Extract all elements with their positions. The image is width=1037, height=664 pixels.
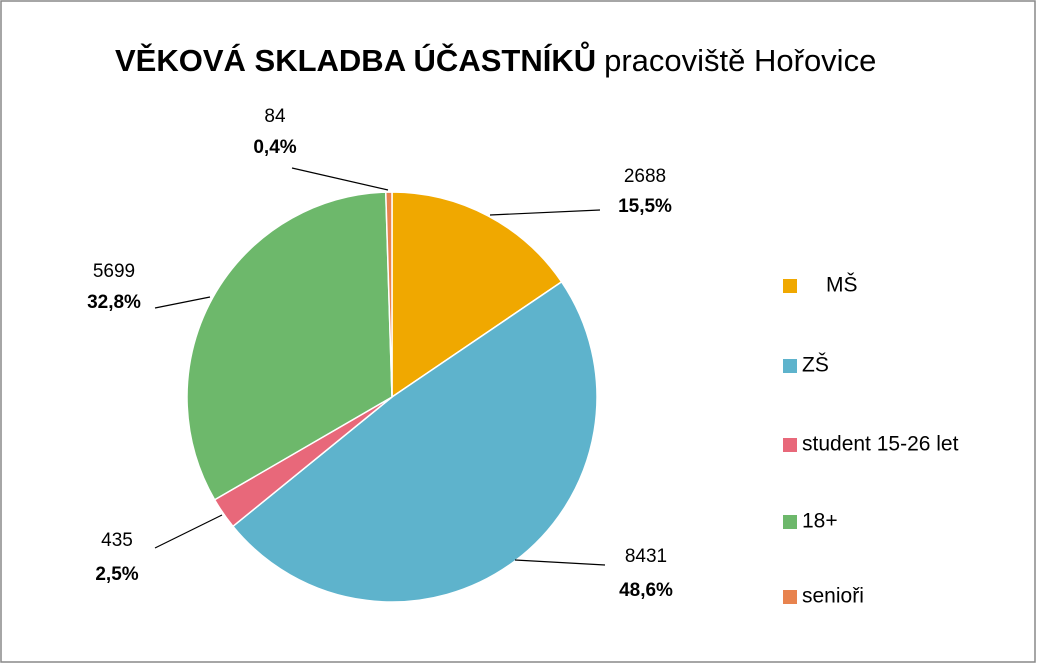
- percent-label: 48,6%: [619, 580, 673, 601]
- pie-slice: [384, 191, 393, 398]
- pie-slice: [391, 191, 563, 399]
- chart-title: VĚKOVÁ SKLADBA ÚČASTNÍKŮ pracoviště Hořov…: [115, 40, 876, 78]
- legend-label: MŠ: [826, 274, 858, 297]
- leader-line: [514, 559, 606, 566]
- data-label: 2688: [624, 166, 666, 187]
- leader-line: [489, 209, 601, 216]
- percent-label: 0,4%: [253, 137, 296, 158]
- leader-line: [291, 167, 389, 191]
- pie-slice: [231, 280, 598, 603]
- data-label: 5699: [93, 261, 135, 282]
- legend-swatch: [783, 279, 797, 293]
- data-label: 8431: [625, 546, 667, 567]
- percent-label: 32,8%: [87, 292, 141, 313]
- legend-label: ZŠ: [802, 354, 829, 377]
- legend-label: student 15-26 let: [802, 433, 959, 456]
- legend-swatch: [783, 590, 797, 604]
- data-label: 435: [101, 530, 133, 551]
- leader-line: [154, 296, 211, 309]
- legend-swatch: [783, 359, 797, 373]
- pie-slice: [186, 191, 393, 501]
- legend-swatch: [783, 438, 797, 452]
- title-main: VĚKOVÁ SKLADBA ÚČASTNÍKŮ: [115, 40, 596, 78]
- percent-label: 15,5%: [618, 196, 672, 217]
- legend-swatch: [783, 515, 797, 529]
- legend-label: 18+: [802, 510, 838, 533]
- title-sub: pracoviště Hořovice: [604, 43, 876, 78]
- percent-label: 2,5%: [95, 564, 138, 585]
- legend-label: senioři: [802, 585, 864, 608]
- leader-line: [154, 514, 223, 549]
- data-label: 84: [264, 106, 286, 127]
